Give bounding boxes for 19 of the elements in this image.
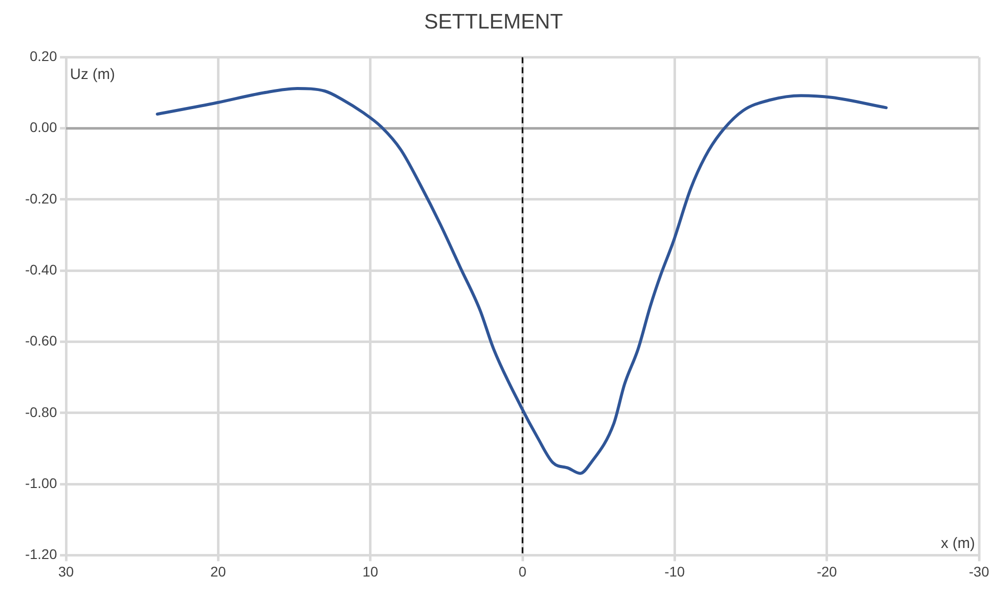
x-tick-label: -20 (816, 563, 838, 580)
y-tick-label: -1.20 (25, 546, 58, 562)
x-tick-label: 30 (58, 563, 74, 580)
y-tick-label: -0.40 (25, 261, 58, 278)
y-tick-label: -0.60 (25, 332, 58, 349)
x-tick-label: 10 (362, 563, 378, 580)
x-tick-label: 20 (210, 563, 226, 580)
y-axis-title: Uz (m) (70, 66, 115, 83)
x-tick-label: -30 (968, 563, 990, 580)
y-tick-label: -1.00 (25, 474, 58, 491)
y-tick-label: 0.20 (30, 48, 58, 64)
x-tick-label: 0 (518, 563, 527, 580)
x-tick-label: -10 (664, 563, 685, 580)
x-axis-title: x (m) (940, 534, 975, 552)
line-series (156, 87, 888, 475)
chart-title: SETTLEMENT (424, 10, 564, 34)
y-tick-label: -0.20 (25, 190, 58, 206)
y-tick-label: 0.00 (30, 119, 58, 136)
y-tick-label: -0.80 (25, 404, 58, 420)
